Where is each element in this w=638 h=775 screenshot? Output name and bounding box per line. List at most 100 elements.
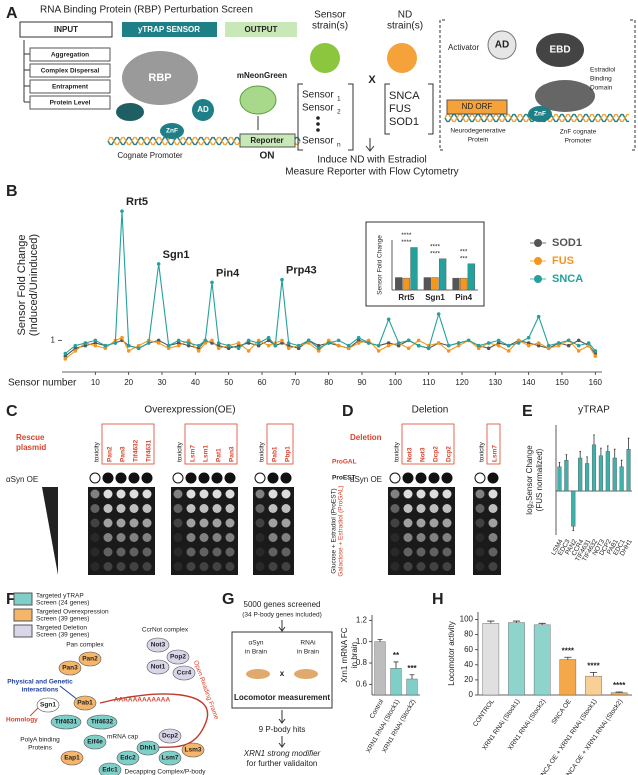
data-point xyxy=(73,346,78,351)
colony-spot xyxy=(442,547,452,557)
data-point xyxy=(316,346,321,351)
sensor-subscript: n xyxy=(337,142,341,149)
protein-node xyxy=(181,742,205,758)
protein-node xyxy=(158,750,182,766)
protein-node xyxy=(58,660,82,676)
protein-label: Pop2 xyxy=(170,654,186,661)
colony-spot xyxy=(390,518,400,528)
data-point xyxy=(576,338,581,343)
panel-label: A xyxy=(6,5,18,22)
box xyxy=(122,22,217,37)
data-point xyxy=(446,343,451,348)
data-point xyxy=(93,343,98,348)
data-point xyxy=(103,346,108,351)
bar xyxy=(610,692,628,696)
legend-label: Screen (24 genes) xyxy=(36,600,89,607)
colony-spot xyxy=(475,504,485,513)
protein-label: Edc2 xyxy=(120,755,136,762)
hits-label: 9 P-body hits xyxy=(259,725,306,734)
strain-dot xyxy=(487,472,499,484)
error-bar xyxy=(512,620,521,623)
error-bar xyxy=(606,445,609,452)
strain-dot xyxy=(115,472,127,484)
colony-spot xyxy=(212,504,222,513)
homology-line xyxy=(29,707,39,717)
colony-spot xyxy=(416,489,426,499)
data-point xyxy=(496,343,501,348)
data-point xyxy=(196,349,201,353)
protein-node xyxy=(73,695,97,711)
colony-spot xyxy=(281,489,291,499)
arrow xyxy=(278,710,286,724)
colony-spot xyxy=(116,547,126,557)
strain-dot xyxy=(172,472,184,484)
data-point xyxy=(386,343,391,348)
data-point xyxy=(226,343,231,348)
column-label: Pan3 xyxy=(229,446,236,462)
colony-spot xyxy=(173,489,183,499)
data-point xyxy=(356,335,361,340)
colony-spot xyxy=(488,562,498,571)
colony-spot xyxy=(268,489,278,499)
strain-dot xyxy=(141,472,153,484)
data-point xyxy=(346,346,351,351)
box xyxy=(19,21,113,38)
data-point xyxy=(210,280,214,285)
y-tick-label: 40 xyxy=(464,660,473,669)
data-point xyxy=(536,343,541,348)
condition-label: Galactose + Estradiol (ProGAL) xyxy=(338,485,345,576)
bar xyxy=(578,457,583,492)
colony-spot xyxy=(281,504,291,513)
y-tick-label: 20 xyxy=(464,675,473,684)
colony-spot xyxy=(429,533,439,542)
data-point xyxy=(526,335,531,340)
colony-spot xyxy=(212,562,222,571)
colony-spot xyxy=(225,562,235,571)
column-label: Pan3 xyxy=(120,446,127,462)
bracket-box xyxy=(184,423,238,465)
protein-label: Lsm7 xyxy=(162,755,179,762)
column-label: Tif4632 xyxy=(133,439,140,462)
legend-swatch xyxy=(13,608,33,622)
colony-spot xyxy=(129,562,139,571)
ad-label: AD xyxy=(197,105,209,114)
colony-spot xyxy=(103,504,113,513)
data-point xyxy=(296,343,301,348)
data-point xyxy=(536,341,541,345)
y-tick-label: 1 xyxy=(51,335,56,344)
data-point xyxy=(376,349,381,353)
mrna-strand xyxy=(99,693,209,749)
data-point xyxy=(203,338,208,343)
significance: ** xyxy=(393,651,400,660)
y-tick-label: 0.6 xyxy=(356,679,368,688)
colony-spot xyxy=(429,504,439,513)
colony-spot xyxy=(225,504,235,513)
znf-label: ZnF xyxy=(534,111,546,118)
bracket-box xyxy=(486,423,501,465)
y-tick-label: 100 xyxy=(460,615,474,624)
bar xyxy=(533,624,551,696)
bar xyxy=(431,277,439,291)
significance: **** xyxy=(562,646,575,655)
legend-label: Screen (39 genes) xyxy=(36,616,89,623)
protein-shape xyxy=(535,80,595,112)
homology-label: Homology xyxy=(6,717,38,724)
data-point xyxy=(186,341,191,345)
sensor-subscript: 2 xyxy=(337,109,341,116)
column-label: toxicity xyxy=(259,441,266,462)
complex-label: Decapping Complex/P-body xyxy=(125,769,207,775)
protein-label: Eif4e xyxy=(87,739,103,746)
colony-spot xyxy=(90,533,100,542)
colony-spot xyxy=(475,489,485,499)
colony-spot xyxy=(90,504,100,513)
colony-spot xyxy=(281,533,291,542)
reporter-label: Reporter xyxy=(250,136,283,145)
data-point xyxy=(176,338,181,343)
data-point xyxy=(306,338,311,343)
colony-spot xyxy=(255,562,265,571)
step: Induce ND with Estradiol xyxy=(317,155,427,166)
bar xyxy=(612,457,617,492)
x-tick-label: 80 xyxy=(324,378,333,387)
column-label: Pab1 xyxy=(272,446,279,462)
colony-spot xyxy=(429,562,439,571)
